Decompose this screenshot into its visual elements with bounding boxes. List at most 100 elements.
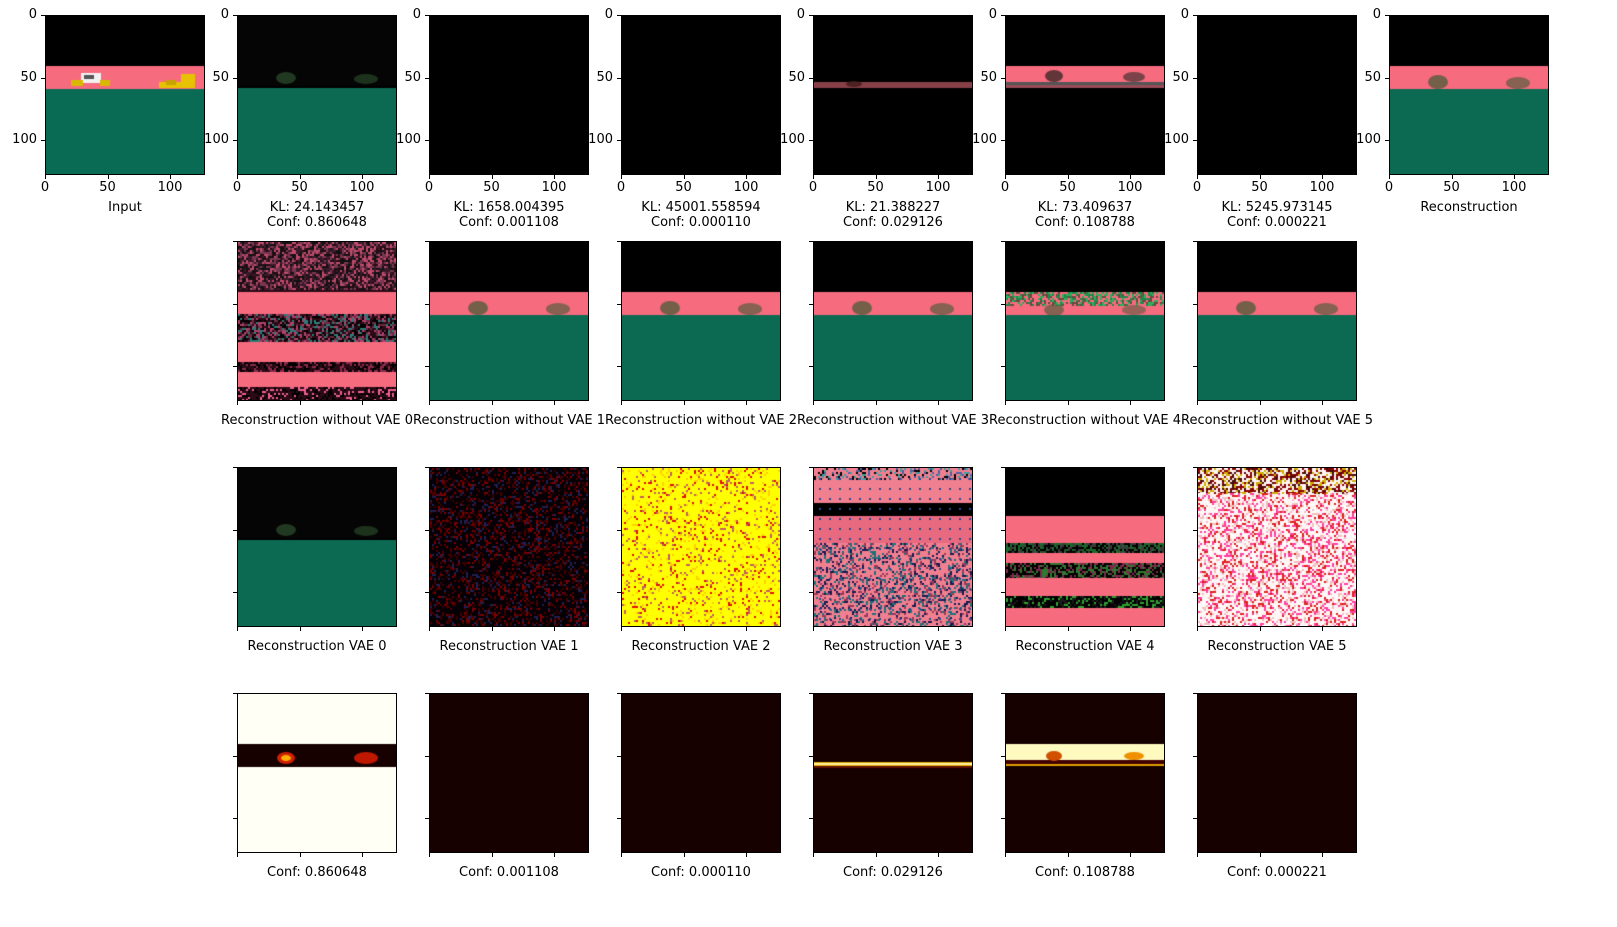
- y-tick-label: 0: [796, 7, 805, 22]
- x-tick-mark: [1130, 175, 1131, 179]
- x-tick-mark: [362, 175, 363, 179]
- kl-panel-2-image: [621, 15, 781, 175]
- x-tick-mark: [875, 627, 877, 631]
- recon-without-vae-4-image: [1005, 241, 1165, 401]
- y-tick-label: 100: [588, 132, 613, 147]
- x-tick-mark: [362, 401, 363, 405]
- x-tick-label: 0: [1192, 180, 1202, 195]
- y-tick-mark: [233, 140, 237, 141]
- x-tick-mark: [683, 853, 685, 857]
- y-tick-label: 0: [604, 7, 613, 22]
- x-tick-mark: [299, 627, 301, 631]
- x-tick-mark: [554, 853, 555, 857]
- input-canvas: [46, 16, 204, 174]
- y-tick-mark: [809, 529, 813, 531]
- y-tick-mark: [425, 366, 429, 367]
- x-tick-label: 50: [99, 180, 116, 195]
- recon-without-vae-2-image: [621, 241, 781, 401]
- x-tick-label: 0: [616, 180, 626, 195]
- y-tick-mark: [809, 303, 813, 305]
- x-tick-mark: [621, 627, 622, 631]
- conf-map-2-canvas: [622, 694, 780, 852]
- x-tick-mark: [237, 175, 238, 179]
- y-tick-label: 100: [204, 132, 229, 147]
- x-tick-label: 0: [424, 180, 434, 195]
- y-tick-mark: [1193, 77, 1197, 79]
- x-tick-mark: [875, 401, 877, 405]
- x-tick-mark: [813, 627, 814, 631]
- y-tick-mark: [233, 529, 237, 531]
- x-tick-mark: [554, 175, 555, 179]
- y-tick-mark: [1001, 467, 1005, 468]
- y-tick-mark: [617, 818, 621, 819]
- recon-vae-4-canvas: [1006, 468, 1164, 626]
- x-tick-mark: [491, 627, 493, 631]
- x-tick-mark: [299, 401, 301, 405]
- kl-panel-2-canvas: [622, 16, 780, 174]
- conf-map-1-image: [429, 693, 589, 853]
- kl-panel-5-image: [1197, 15, 1357, 175]
- recon-without-vae-3-image: [813, 241, 973, 401]
- x-tick-mark: [813, 175, 814, 179]
- y-tick-mark: [425, 241, 429, 242]
- kl-panel-4-canvas: [1006, 16, 1164, 174]
- kl-panel-3-caption: KL: 21.388227 Conf: 0.029126: [843, 200, 943, 230]
- recon-vae-2-image: [621, 467, 781, 627]
- recon-without-vae-4-caption: Reconstruction without VAE 4: [989, 413, 1181, 428]
- conf-map-2-caption: Conf: 0.000110: [651, 865, 751, 880]
- y-tick-mark: [1001, 693, 1005, 694]
- x-tick-mark: [362, 627, 363, 631]
- x-tick-mark: [1451, 175, 1453, 179]
- y-tick-label: 50: [1172, 69, 1189, 85]
- x-tick-mark: [491, 175, 493, 179]
- y-tick-mark: [617, 467, 621, 468]
- x-tick-label: 100: [1501, 180, 1527, 195]
- recon-vae-5-canvas: [1198, 468, 1356, 626]
- x-tick-label: 0: [1000, 180, 1010, 195]
- x-tick-mark: [237, 627, 238, 631]
- x-tick-mark: [429, 401, 430, 405]
- y-tick-mark: [233, 755, 237, 757]
- y-tick-mark: [1385, 15, 1389, 16]
- y-tick-mark: [1193, 592, 1197, 593]
- y-tick-mark: [809, 818, 813, 819]
- x-tick-mark: [1067, 853, 1069, 857]
- y-tick-mark: [617, 77, 621, 79]
- recon-vae-3-caption: Reconstruction VAE 3: [823, 639, 963, 654]
- conf-map-0-caption: Conf: 0.860648: [267, 865, 367, 880]
- y-tick-label: 50: [1364, 69, 1381, 85]
- x-tick-mark: [170, 175, 171, 179]
- recon-vae-5-caption: Reconstruction VAE 5: [1207, 639, 1347, 654]
- y-tick-label: 0: [220, 7, 229, 22]
- x-tick-label: 100: [349, 180, 375, 195]
- kl-panel-1-canvas: [430, 16, 588, 174]
- kl-panel-4-caption: KL: 73.409637 Conf: 0.108788: [1035, 200, 1135, 230]
- x-tick-label: 100: [157, 180, 183, 195]
- x-tick-label: 100: [541, 180, 567, 195]
- conf-map-0-image: [237, 693, 397, 853]
- y-tick-mark: [809, 140, 813, 141]
- conf-map-5-caption: Conf: 0.000221: [1227, 865, 1327, 880]
- x-tick-mark: [621, 175, 622, 179]
- x-tick-mark: [813, 401, 814, 405]
- x-tick-mark: [1130, 853, 1131, 857]
- y-tick-label: 100: [1164, 132, 1189, 147]
- x-tick-mark: [429, 853, 430, 857]
- y-tick-mark: [1193, 529, 1197, 531]
- x-tick-mark: [1389, 175, 1390, 179]
- recon-vae-1-canvas: [430, 468, 588, 626]
- y-tick-mark: [425, 755, 429, 757]
- recon-vae-2-caption: Reconstruction VAE 2: [631, 639, 771, 654]
- conf-map-4-image: [1005, 693, 1165, 853]
- y-tick-mark: [617, 303, 621, 305]
- y-tick-label: 0: [988, 7, 997, 22]
- y-tick-mark: [617, 529, 621, 531]
- y-tick-mark: [1001, 140, 1005, 141]
- y-tick-label: 0: [412, 7, 421, 22]
- x-tick-mark: [746, 853, 747, 857]
- reconstruction-canvas: [1390, 16, 1548, 174]
- recon-without-vae-0-caption: Reconstruction without VAE 0: [221, 413, 413, 428]
- x-tick-mark: [491, 401, 493, 405]
- y-tick-mark: [809, 755, 813, 757]
- y-tick-mark: [809, 241, 813, 242]
